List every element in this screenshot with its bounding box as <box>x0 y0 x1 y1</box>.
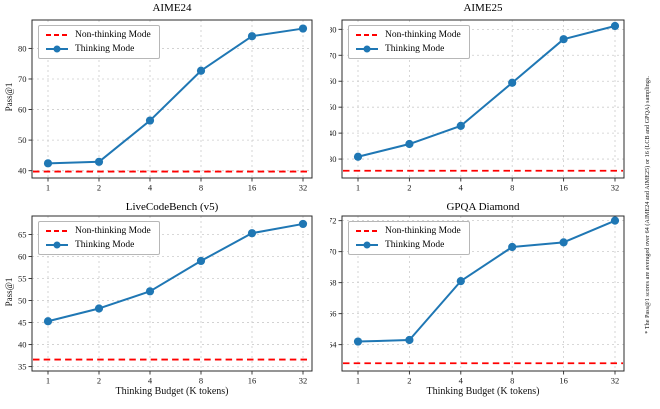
svg-text:2: 2 <box>97 183 101 193</box>
red-dashed-line-icon <box>356 34 378 36</box>
svg-text:1: 1 <box>356 376 360 386</box>
svg-text:1: 1 <box>46 376 50 386</box>
svg-text:80: 80 <box>18 43 27 53</box>
svg-text:32: 32 <box>611 183 620 193</box>
svg-text:16: 16 <box>559 183 568 193</box>
svg-text:65: 65 <box>18 229 27 239</box>
svg-text:1: 1 <box>46 183 50 193</box>
legend-item-non-thinking: Non-thinking Mode <box>46 29 151 41</box>
chart-title: AIME25 <box>463 2 503 14</box>
svg-text:40: 40 <box>330 128 337 138</box>
plot-canvas-aime24: 1 2 4 8 16 32 40 50 60 70 80 <box>18 19 313 193</box>
svg-text:1: 1 <box>356 183 360 193</box>
svg-text:45: 45 <box>18 318 27 328</box>
legend-label: Non-thinking Mode <box>75 30 151 40</box>
svg-text:66: 66 <box>330 309 337 319</box>
svg-text:4: 4 <box>148 376 153 386</box>
svg-text:8: 8 <box>510 183 514 193</box>
legend-item-thinking: Thinking Mode <box>46 239 151 251</box>
svg-text:35: 35 <box>18 362 27 372</box>
svg-text:32: 32 <box>611 376 620 386</box>
svg-text:16: 16 <box>248 183 257 193</box>
svg-text:40: 40 <box>18 340 27 350</box>
legend-item-non-thinking: Non-thinking Mode <box>46 225 151 237</box>
svg-text:70: 70 <box>18 74 27 84</box>
legend-label: Thinking Mode <box>75 240 135 250</box>
legend-label: Thinking Mode <box>385 44 445 54</box>
svg-text:30: 30 <box>330 154 337 164</box>
svg-text:60: 60 <box>18 105 27 115</box>
svg-text:60: 60 <box>18 252 27 262</box>
legend-item-thinking: Thinking Mode <box>356 239 461 251</box>
svg-text:32: 32 <box>299 376 308 386</box>
svg-text:8: 8 <box>199 183 203 193</box>
red-dashed-line-icon <box>46 230 68 232</box>
chart-title: GPQA Diamond <box>446 201 520 213</box>
legend-label: Thinking Mode <box>75 44 135 54</box>
blue-line-marker-icon <box>356 241 378 249</box>
svg-text:60: 60 <box>330 76 337 86</box>
svg-text:70: 70 <box>330 50 337 60</box>
y-axis-label: Pass@1 <box>4 277 14 306</box>
svg-text:50: 50 <box>330 102 337 112</box>
footnote-column: * The Pass@1 scores are averaged over 64… <box>636 0 660 409</box>
legend: Non-thinking Mode Thinking Mode <box>38 25 160 59</box>
svg-text:8: 8 <box>510 376 514 386</box>
svg-text:68: 68 <box>330 278 337 288</box>
legend-label: Non-thinking Mode <box>385 30 461 40</box>
legend-label: Non-thinking Mode <box>75 226 151 236</box>
svg-text:2: 2 <box>407 183 411 193</box>
chart-title: AIME24 <box>152 2 192 14</box>
svg-text:4: 4 <box>148 183 153 193</box>
svg-text:4: 4 <box>459 183 464 193</box>
legend-item-thinking: Thinking Mode <box>356 43 461 55</box>
chart-title: LiveCodeBench (v5) <box>125 201 219 213</box>
svg-text:2: 2 <box>97 376 101 386</box>
svg-text:50: 50 <box>18 296 27 306</box>
svg-text:16: 16 <box>559 376 568 386</box>
x-axis-label: Thinking Budget (K tokens) <box>426 386 540 397</box>
x-axis-label: Thinking Budget (K tokens) <box>115 386 229 397</box>
subplot-livecodebench: 1 2 4 8 16 32 35 40 45 50 55 60 65 LiveCodeBench (v5… <box>0 200 330 409</box>
svg-text:8: 8 <box>199 376 203 386</box>
svg-text:16: 16 <box>248 376 257 386</box>
blue-line-marker-icon <box>356 45 378 53</box>
blue-line-marker-icon <box>46 45 68 53</box>
legend-label: Thinking Mode <box>385 240 445 250</box>
legend-label: Non-thinking Mode <box>385 226 461 236</box>
legend: Non-thinking Mode Thinking Mode <box>348 221 470 255</box>
legend: Non-thinking Mode Thinking Mode <box>38 221 160 255</box>
svg-text:32: 32 <box>299 183 308 193</box>
svg-text:80: 80 <box>330 24 337 34</box>
red-dashed-line-icon <box>46 34 68 36</box>
footnote: * The Pass@1 scores are averaged over 64… <box>645 75 651 334</box>
legend-item-thinking: Thinking Mode <box>46 43 151 55</box>
svg-text:40: 40 <box>18 166 27 176</box>
subplot-gpqa-diamond: 1 2 4 8 16 32 64 66 68 70 72 GPQA Diamond Thinking… <box>330 200 636 409</box>
svg-text:64: 64 <box>330 340 337 350</box>
blue-line-marker-icon <box>46 241 68 249</box>
legend: Non-thinking Mode Thinking Mode <box>348 25 470 59</box>
svg-text:72: 72 <box>330 216 337 226</box>
svg-text:50: 50 <box>18 135 27 145</box>
svg-text:55: 55 <box>18 274 27 284</box>
svg-text:2: 2 <box>407 376 411 386</box>
svg-text:4: 4 <box>459 376 464 386</box>
y-axis-label: Pass@1 <box>4 82 14 112</box>
subplot-aime24: 1 2 4 8 16 32 40 50 60 70 80 AIME24 Pass@1 Non-thi… <box>0 0 330 200</box>
svg-text:70: 70 <box>330 247 337 257</box>
subplot-aime25: 1 2 4 8 16 32 30 40 50 60 70 80 AIME25 Non-thinking… <box>330 0 636 200</box>
plot-canvas-aime25: 1 2 4 8 16 32 30 40 50 60 70 80 <box>330 19 625 193</box>
legend-item-non-thinking: Non-thinking Mode <box>356 225 461 237</box>
red-dashed-line-icon <box>356 230 378 232</box>
legend-item-non-thinking: Non-thinking Mode <box>356 29 461 41</box>
